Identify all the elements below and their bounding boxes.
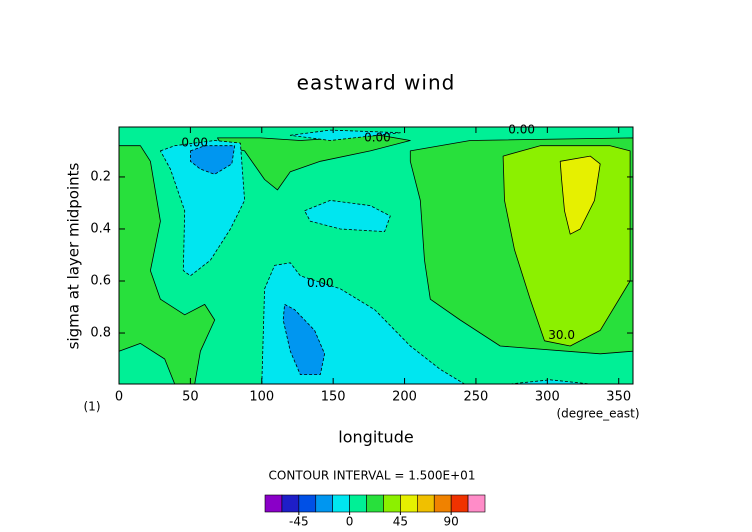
colorbar-box xyxy=(400,494,418,513)
x-tick-label: 0 xyxy=(115,390,123,405)
colorbar-tick-label: 0 xyxy=(346,515,354,529)
colorbar-box xyxy=(366,494,384,513)
x-tick-label: 50 xyxy=(182,390,199,405)
contour-region xyxy=(304,200,391,232)
x-tick-label: 200 xyxy=(392,390,417,405)
contour-label: 0.00 xyxy=(307,276,334,290)
colorbar-box xyxy=(349,494,367,513)
colorbar-box xyxy=(332,494,350,513)
contour-region xyxy=(289,129,401,141)
y-tick-label: 0.8 xyxy=(90,326,111,341)
x-tick-label: 350 xyxy=(606,390,631,405)
colorbar-tick-label: 90 xyxy=(444,515,459,529)
colorbar-box xyxy=(298,494,317,513)
contour-label: 30.0 xyxy=(548,328,575,342)
x-tick-label: 150 xyxy=(321,390,346,405)
colorbar-box xyxy=(383,494,401,513)
y-tick-label: 0.2 xyxy=(90,169,111,184)
colorbar-box xyxy=(315,494,333,513)
chart-title: eastward wind xyxy=(297,71,456,95)
contour-label: 0.00 xyxy=(508,123,535,137)
contour-region xyxy=(190,145,236,175)
contour-region xyxy=(502,145,631,347)
contour-region xyxy=(118,145,216,385)
x-tick-label: 300 xyxy=(535,390,560,405)
contour-region xyxy=(559,155,601,235)
contour-region xyxy=(217,134,411,191)
x-unit: (degree_east) xyxy=(556,407,639,421)
y-tick-label: 0.6 xyxy=(90,273,111,288)
x-axis-label: longitude xyxy=(338,428,413,447)
colorbar-box xyxy=(264,494,283,513)
corner-label: (1) xyxy=(84,400,101,414)
colorbar-box xyxy=(417,494,435,513)
colorbar-box xyxy=(467,494,486,513)
y-tick-label: 0.4 xyxy=(90,221,111,236)
colorbar-tick-label: 45 xyxy=(393,515,408,529)
contour-label: 0.00 xyxy=(364,130,391,144)
contour-region xyxy=(282,304,325,375)
contour-interval: CONTOUR INTERVAL = 1.500E+01 xyxy=(269,469,476,483)
contour-label: 0.00 xyxy=(181,136,208,150)
y-axis-label: sigma at layer midpoints xyxy=(65,162,83,349)
colorbar-box xyxy=(433,494,452,513)
colorbar-tick-label: -45 xyxy=(289,515,309,529)
x-tick-label: 250 xyxy=(464,390,489,405)
contour-region xyxy=(160,140,245,277)
plot-frame xyxy=(118,126,634,385)
colorbar-box xyxy=(281,494,300,513)
x-tick-label: 100 xyxy=(249,390,274,405)
colorbar-box xyxy=(450,494,469,513)
